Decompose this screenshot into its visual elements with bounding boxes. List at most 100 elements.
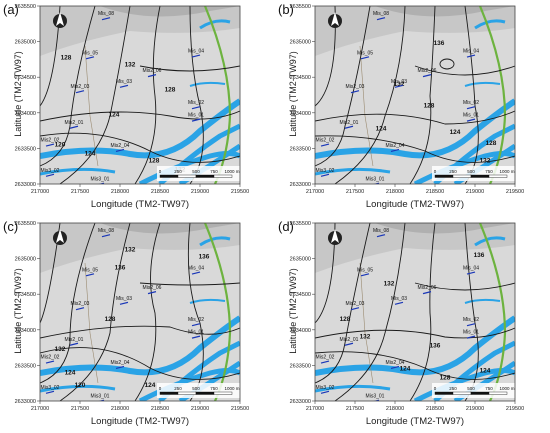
x-tick-label: 219500	[231, 189, 249, 195]
well-label: Mis3_01	[91, 177, 110, 183]
well-marker	[85, 273, 95, 277]
well-label: Mis3_02	[316, 385, 335, 391]
scale-bar-label: 1000 m	[224, 169, 239, 174]
well-marker	[373, 399, 380, 401]
scale-bar-segment	[159, 391, 179, 395]
y-tick-label: 2633500	[290, 363, 311, 369]
map-frame	[39, 5, 241, 185]
well-marker	[45, 360, 55, 364]
north-arrow-icon	[56, 229, 64, 243]
contour-line	[334, 223, 406, 401]
contour-line	[315, 6, 371, 167]
map-canvas: 136 132 128 132 136 128 124 124 Mis_08 Mis_05 Mis_…	[290, 221, 525, 412]
scale-bar-label: 1000 m	[499, 169, 514, 174]
y-tick-label: 2633000	[15, 399, 36, 405]
well-marker	[320, 360, 330, 364]
contour-label: 132	[394, 81, 405, 88]
y-tick-label: 2635000	[15, 40, 36, 46]
scale-bar-label: 750	[210, 169, 218, 174]
contour-label: 124	[145, 382, 156, 389]
well-label: Mis2_01	[340, 120, 359, 126]
scale-bar-label: 250	[449, 169, 457, 174]
scale-bar-segment	[177, 174, 197, 178]
well-label: Mis2_01	[65, 337, 84, 343]
contour-line	[40, 223, 96, 384]
scale-bar-segment	[213, 391, 233, 395]
well-marker	[466, 271, 476, 275]
well-marker	[466, 54, 476, 58]
contour-line	[464, 6, 479, 184]
contour-line	[409, 223, 436, 401]
y-tick-label: 2635000	[290, 40, 311, 46]
well-marker	[466, 106, 476, 110]
contour-line	[40, 6, 96, 167]
well-marker	[147, 74, 157, 78]
contour-label: 124	[376, 126, 387, 133]
contour-label: 136	[115, 264, 126, 271]
well-label: Mis2_06	[418, 68, 437, 74]
contour-line	[40, 325, 240, 339]
map-panel-1: (a) Latitude (TM2-TW97) Longitude (TM2-TW9…	[0, 0, 275, 216]
y-tick-label: 2633000	[290, 182, 311, 188]
x-tick-label: 217500	[346, 406, 364, 412]
contour-line	[59, 223, 131, 401]
contour-label: 132	[360, 334, 371, 341]
contour-label: 132	[125, 62, 136, 69]
x-tick-label: 219500	[506, 406, 524, 412]
well-marker	[344, 342, 354, 346]
map-canvas: 128132128124120124128132Mis_08Mis_05Mis_…	[15, 4, 250, 195]
well-label: Mis2_04	[386, 143, 405, 149]
river	[189, 298, 226, 304]
river	[199, 19, 231, 30]
contour-line	[439, 58, 455, 70]
scale-bar-segment	[177, 391, 197, 395]
river	[474, 19, 506, 30]
well-label: Mis_03	[116, 296, 132, 302]
well-marker	[191, 335, 201, 339]
contour-line	[414, 282, 515, 291]
river	[315, 167, 391, 176]
well-marker	[390, 148, 400, 152]
contour-line	[464, 223, 479, 401]
y-tick-label: 2634500	[290, 292, 311, 298]
well-marker	[376, 17, 386, 21]
well-marker	[360, 273, 370, 277]
x-axis-label: Longitude (TM2-TW97)	[90, 199, 190, 210]
contour-label: 136	[434, 40, 445, 47]
well-marker	[119, 301, 129, 305]
contour-label: 128	[105, 316, 116, 323]
map-canvas: 132 136 136 128 132 124 120 124 Mis_08 Mis_05 Mis_…	[15, 221, 250, 412]
x-tick-label: 218000	[111, 406, 129, 412]
contour-line	[189, 6, 204, 184]
y-tick-label: 2634500	[290, 75, 311, 81]
well-label: Mis2_03	[71, 84, 90, 90]
well-marker	[422, 291, 432, 295]
terrain-shading	[40, 223, 240, 273]
well-label: Mis_04	[463, 49, 479, 55]
map-panel-4: (d) Latitude (TM2-TW97) Longitude (TM2-TW9…	[275, 217, 550, 433]
well-label: Mis_01	[188, 330, 204, 336]
well-label: Mis_05	[357, 50, 373, 56]
map-frame	[314, 222, 516, 402]
y-tick-label: 2635500	[290, 4, 311, 10]
x-axis-label: Longitude (TM2-TW97)	[365, 416, 465, 427]
map-panel-2: (b) Latitude (TM2-TW97) Longitude (TM2-TW9…	[275, 0, 550, 216]
x-tick-label: 218000	[386, 189, 404, 195]
well-marker	[69, 125, 79, 129]
scale-bar-segment	[470, 174, 490, 178]
contour-line	[134, 6, 161, 184]
contour-label: 132	[480, 158, 491, 165]
y-tick-label: 2634000	[15, 328, 36, 334]
x-tick-label: 218500	[426, 406, 444, 412]
scale-bar-label: 0	[159, 386, 162, 391]
scale-bar-segment	[488, 391, 508, 395]
contour-label: 136	[474, 252, 485, 259]
road	[203, 6, 232, 184]
road	[478, 6, 507, 184]
scale-bar-label: 500	[192, 386, 200, 391]
scale-bar-label: 1000 m	[499, 386, 514, 391]
contour-label: 124	[450, 129, 461, 136]
well-label: Mis2_03	[346, 301, 365, 307]
well-marker	[45, 173, 55, 177]
x-axis-label: Longitude (TM2-TW97)	[365, 199, 465, 210]
